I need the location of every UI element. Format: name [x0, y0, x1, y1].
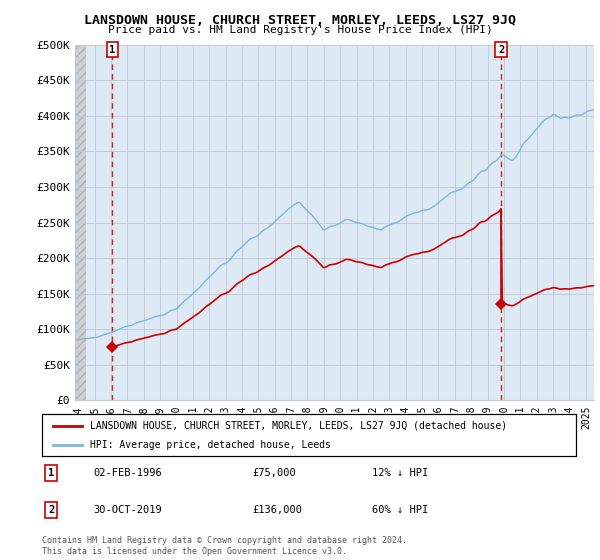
Text: £75,000: £75,000 [252, 468, 296, 478]
Text: 1: 1 [109, 45, 116, 55]
Text: 02-FEB-1996: 02-FEB-1996 [93, 468, 162, 478]
Text: 2: 2 [498, 45, 504, 55]
Text: Price paid vs. HM Land Registry's House Price Index (HPI): Price paid vs. HM Land Registry's House … [107, 25, 493, 35]
Text: 1: 1 [48, 468, 54, 478]
Text: 60% ↓ HPI: 60% ↓ HPI [372, 505, 428, 515]
Text: 30-OCT-2019: 30-OCT-2019 [93, 505, 162, 515]
Text: LANSDOWN HOUSE, CHURCH STREET, MORLEY, LEEDS, LS27 9JQ (detached house): LANSDOWN HOUSE, CHURCH STREET, MORLEY, L… [90, 421, 507, 431]
Text: 12% ↓ HPI: 12% ↓ HPI [372, 468, 428, 478]
Text: Contains HM Land Registry data © Crown copyright and database right 2024.
This d: Contains HM Land Registry data © Crown c… [42, 536, 407, 556]
Text: HPI: Average price, detached house, Leeds: HPI: Average price, detached house, Leed… [90, 440, 331, 450]
Bar [70, 45, 86, 400]
Text: £136,000: £136,000 [252, 505, 302, 515]
Text: LANSDOWN HOUSE, CHURCH STREET, MORLEY, LEEDS, LS27 9JQ: LANSDOWN HOUSE, CHURCH STREET, MORLEY, L… [84, 14, 516, 27]
Text: 2: 2 [48, 505, 54, 515]
